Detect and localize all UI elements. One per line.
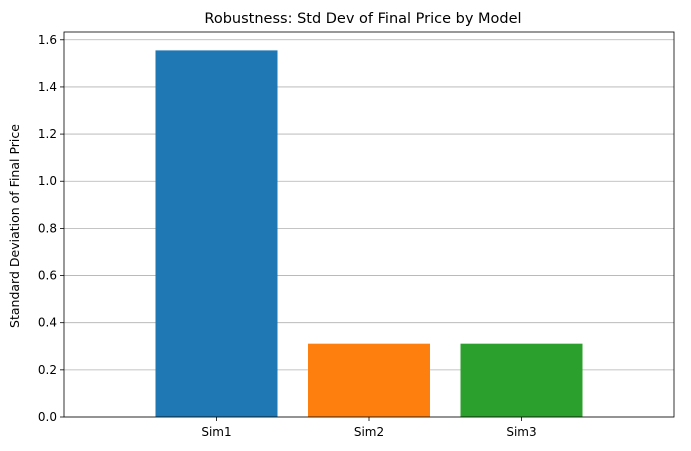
y-tick-label: 0.2 xyxy=(38,363,57,377)
bars xyxy=(155,50,583,417)
y-tick-label: 0.0 xyxy=(38,410,57,424)
x-ticks: Sim1 Sim2 Sim3 xyxy=(201,417,537,439)
bar-sim1 xyxy=(155,50,278,417)
y-tick-label: 1.4 xyxy=(38,80,57,94)
bar-sim3 xyxy=(460,343,583,417)
chart-title: Robustness: Std Dev of Final Price by Mo… xyxy=(204,11,521,27)
y-ticks: 0.0 0.2 0.4 0.6 0.8 1.0 1.2 1.4 1.6 xyxy=(38,33,64,424)
y-tick-label: 1.0 xyxy=(38,174,57,188)
y-tick-label: 1.6 xyxy=(38,33,57,47)
bar-sim2 xyxy=(308,343,430,417)
x-tick-label: Sim2 xyxy=(354,425,384,439)
x-tick-label: Sim1 xyxy=(201,425,231,439)
y-tick-label: 0.8 xyxy=(38,221,57,235)
y-tick-label: 0.6 xyxy=(38,269,57,283)
x-tick-label: Sim3 xyxy=(506,425,536,439)
y-tick-label: 1.2 xyxy=(38,127,57,141)
y-tick-label: 0.4 xyxy=(38,316,57,330)
y-axis-label: Standard Deviation of Final Price xyxy=(7,124,22,328)
